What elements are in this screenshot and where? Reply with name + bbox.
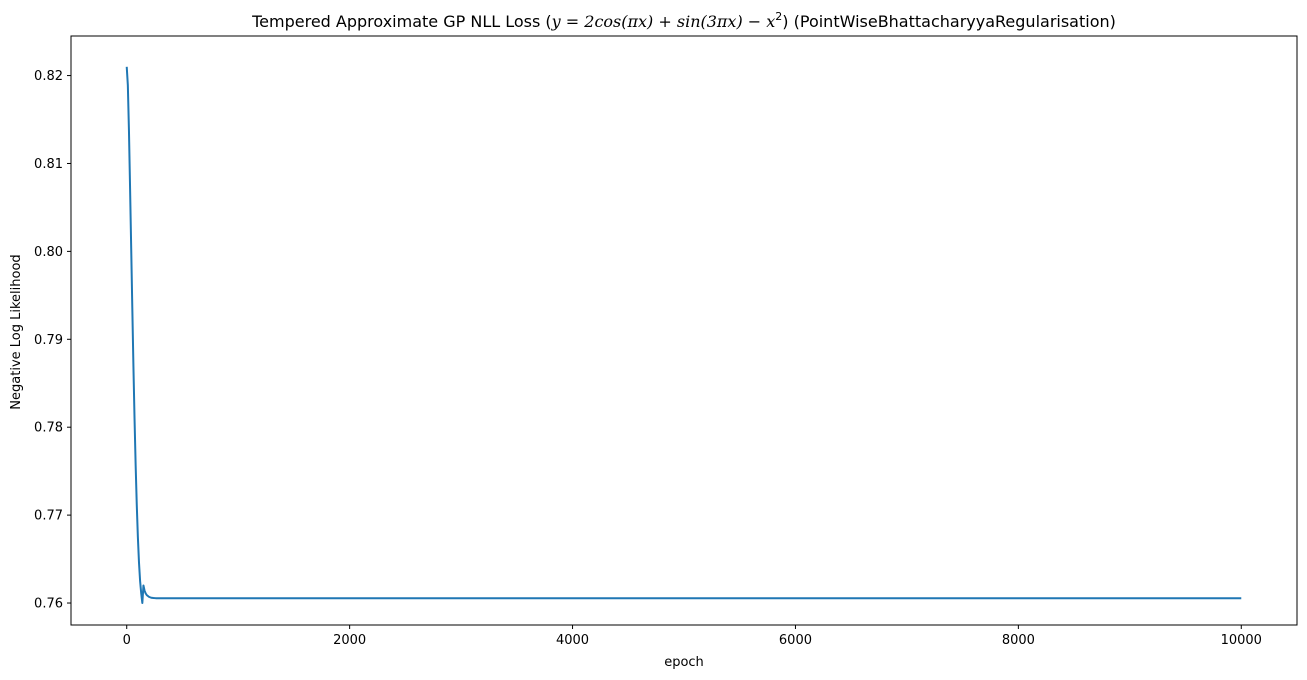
chart-title-suffix: ) (PointWiseBhattacharyyaRegularisation) xyxy=(782,12,1116,31)
x-tick-label: 8000 xyxy=(1002,633,1035,648)
chart-title-superscript: 2 xyxy=(775,10,782,23)
plot-frame xyxy=(70,35,1298,626)
y-tick-label: 0.82 xyxy=(34,69,63,84)
x-tick-label: 0 xyxy=(123,633,131,648)
x-axis-label: epoch xyxy=(664,655,704,670)
chart-title-prefix: Tempered Approximate GP NLL Loss ( xyxy=(251,12,552,31)
plot-area xyxy=(70,35,1298,626)
x-tick-label: 2000 xyxy=(333,633,366,648)
y-tick-label: 0.78 xyxy=(34,421,63,436)
y-axis-label: Negative Log Likelihood xyxy=(9,254,24,409)
x-tick-label: 4000 xyxy=(556,633,589,648)
x-axis-ticks: 0 2000 4000 6000 8000 10000 xyxy=(123,625,1262,648)
x-tick-label: 6000 xyxy=(779,633,812,648)
y-tick-label: 0.76 xyxy=(34,597,63,612)
y-tick-label: 0.81 xyxy=(34,157,63,172)
y-tick-label: 0.77 xyxy=(34,509,63,524)
series-line-0 xyxy=(125,66,1242,605)
x-tick-label: 10000 xyxy=(1221,633,1262,648)
y-axis-ticks: 0.76 0.77 0.78 0.79 0.80 0.81 0.82 xyxy=(34,69,71,612)
chart-title-math: y = 2cos(πx) + sin(3πx) − x xyxy=(551,12,776,31)
y-tick-label: 0.79 xyxy=(34,333,63,348)
series-layer xyxy=(125,66,1242,605)
y-tick-label: 0.80 xyxy=(34,245,63,260)
chart-title: Tempered Approximate GP NLL Loss (y = 2c… xyxy=(251,10,1116,31)
